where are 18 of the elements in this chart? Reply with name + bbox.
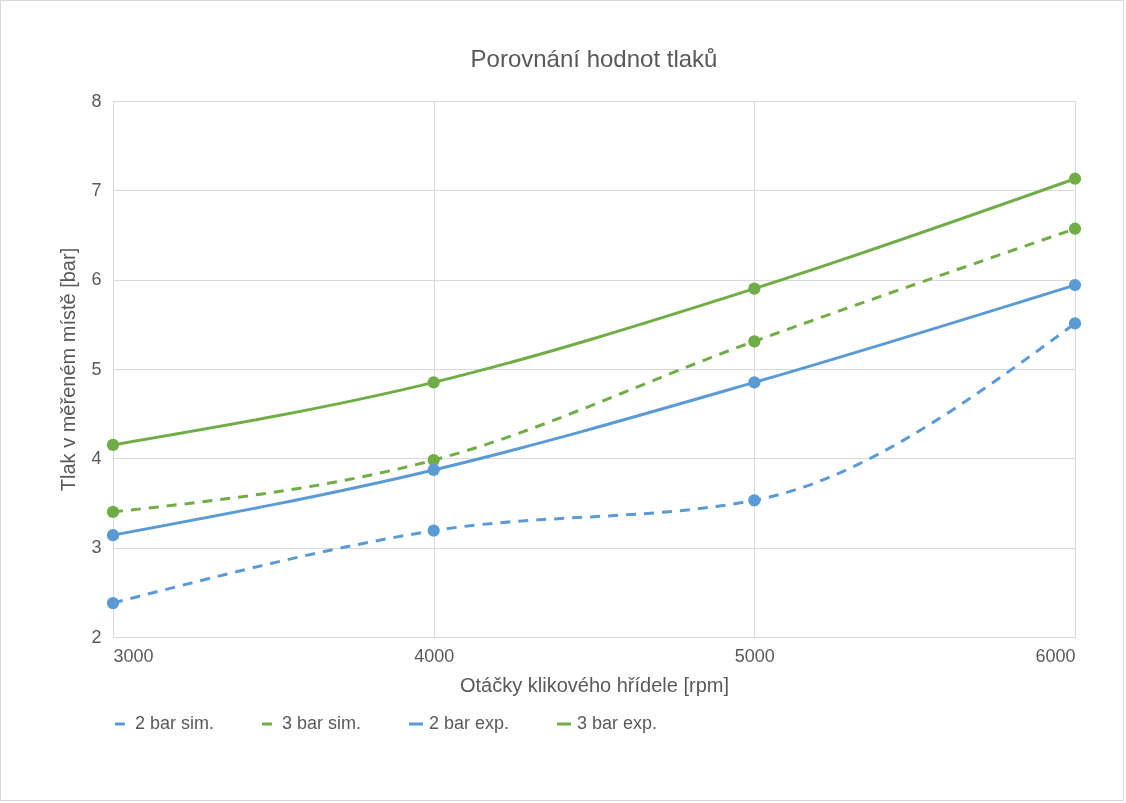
y-tick-label: 4: [91, 447, 102, 468]
x-tick-label: 5000: [734, 645, 775, 666]
legend-label: 3 bar exp.: [577, 713, 658, 733]
y-tick-label: 8: [91, 90, 102, 111]
y-tick-label: 2: [91, 626, 102, 647]
y-tick-label: 5: [91, 358, 102, 379]
legend-label: 3 bar sim.: [282, 713, 362, 733]
y-tick-label: 6: [91, 269, 102, 290]
y-axis-title: Tlak v měřeném místě [bar]: [57, 247, 80, 492]
y-tick-label: 7: [91, 179, 102, 200]
y-tick-label: 3: [91, 537, 102, 558]
legend-label: 2 bar exp.: [429, 713, 510, 733]
x-tick-label: 6000: [1035, 645, 1076, 666]
x-tick-label: 3000: [113, 645, 154, 666]
x-axis-title: Otáčky klikového hřídele [rpm]: [460, 673, 729, 696]
legend-label: 2 bar sim.: [135, 713, 215, 733]
x-tick-label: 4000: [414, 645, 455, 666]
chart-title: Porovnání hodnot tlaků: [470, 45, 718, 72]
